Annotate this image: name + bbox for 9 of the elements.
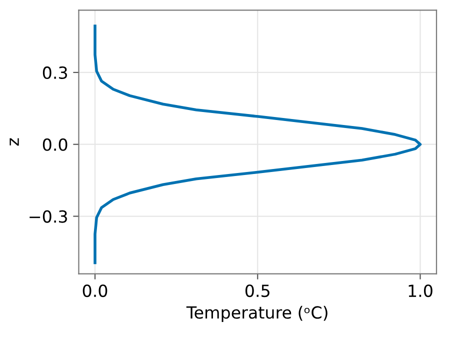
x-axis-title: Temperature (ᵒC) — [186, 306, 328, 322]
y-tick-label: 0.0 — [42, 138, 68, 151]
line-series — [94, 24, 422, 264]
x-tick-label: 1.0 — [408, 284, 432, 298]
x-tick-label: 0.0 — [82, 284, 108, 298]
y-tick-label: −0.3 — [30, 210, 67, 223]
y-tick-label: 0.3 — [42, 66, 67, 80]
x-tick-label: 0.5 — [245, 284, 270, 298]
y-axis-title: z — [10, 138, 19, 146]
